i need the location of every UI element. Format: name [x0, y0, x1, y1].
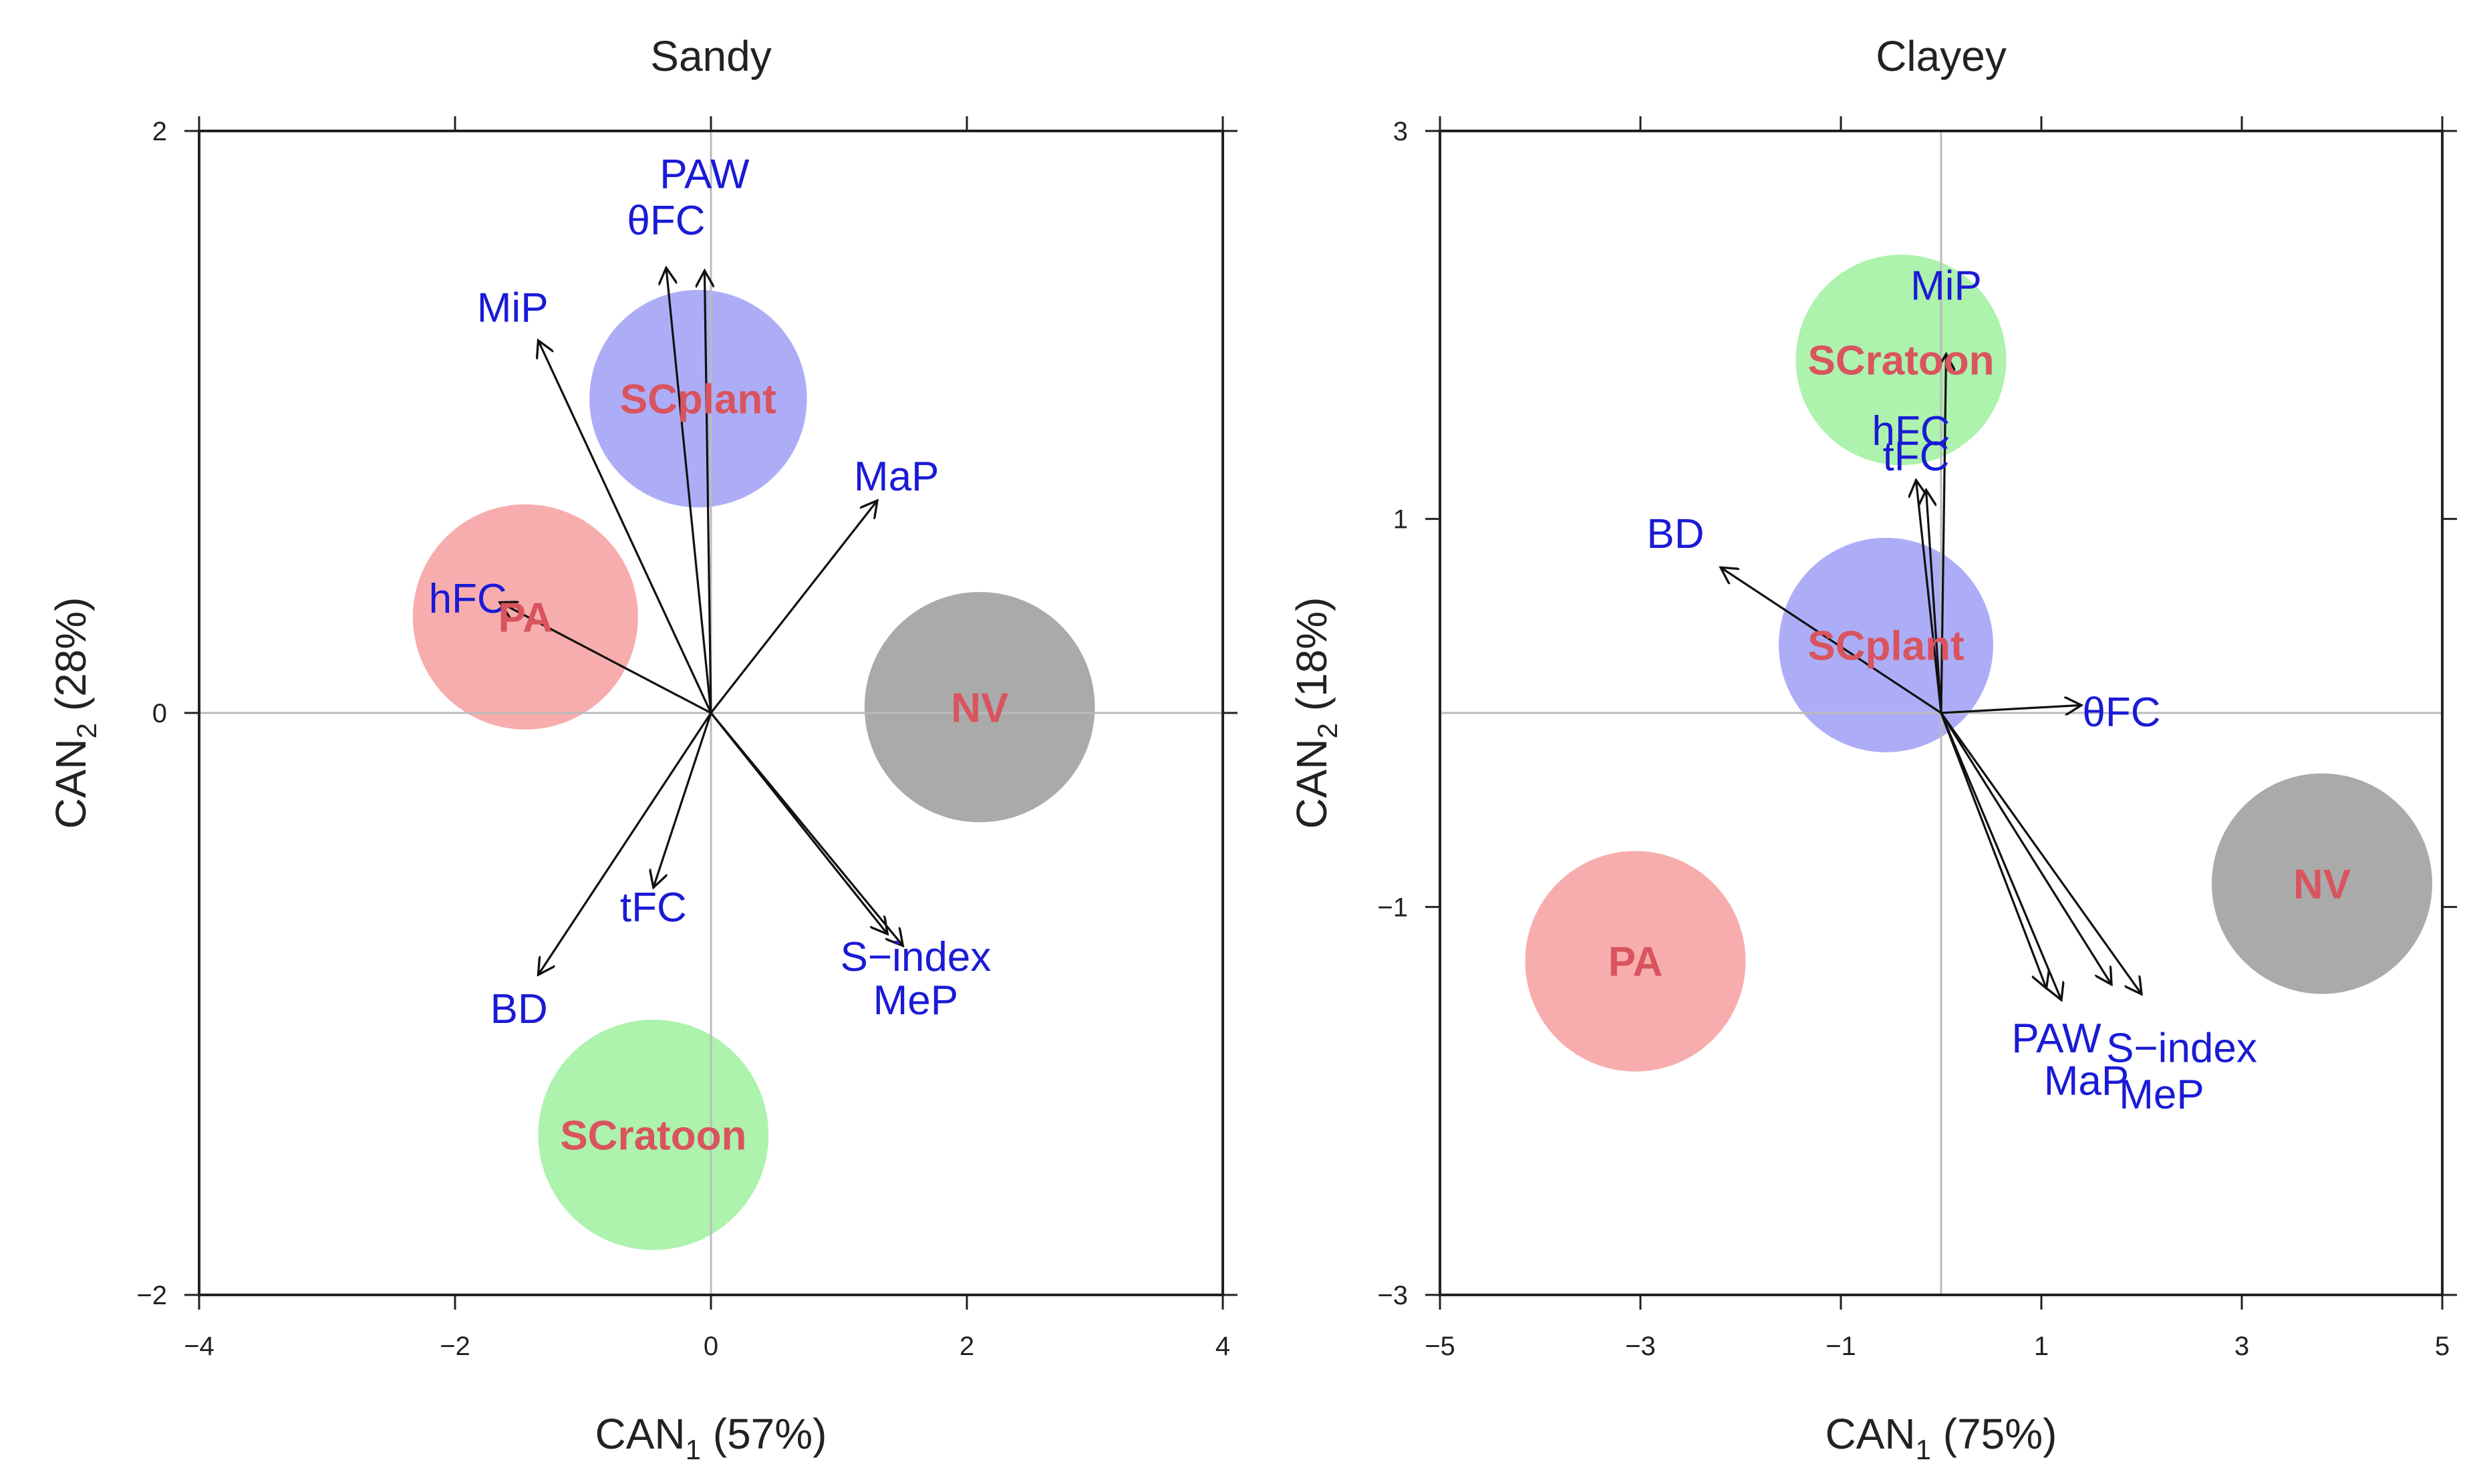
vector-label: PAW — [2011, 1016, 2101, 1062]
group-circle-scplant — [589, 289, 807, 508]
x-axis-label: CAN1 (57%) — [595, 1410, 827, 1465]
vector-arrow-sindex — [1940, 712, 2142, 994]
y-axis-label-pct: (28%) — [47, 597, 95, 724]
x-axis-label-pct: (75%) — [1931, 1410, 2057, 1458]
vector-arrow-mip — [1941, 354, 1946, 714]
vector-label: BD — [490, 986, 548, 1032]
x-tick-label: 4 — [1215, 1332, 1230, 1361]
vector-arrow-map — [710, 500, 877, 714]
group-label: SCplant — [1807, 623, 1964, 669]
x-axis-label: CAN1 (75%) — [1826, 1410, 2057, 1465]
x-tick-label: −3 — [1625, 1332, 1656, 1361]
x-tick-label: 0 — [704, 1332, 718, 1361]
x-tick-label: −4 — [184, 1332, 214, 1361]
group-label: SCratoon — [1808, 338, 1995, 384]
vector-label: θFC — [2082, 690, 2160, 736]
group-circle-nv — [864, 591, 1095, 823]
y-tick-label: 1 — [1393, 505, 1408, 535]
vector-arrow-mep — [710, 712, 887, 934]
vector-label: hFC — [429, 576, 507, 622]
group-label: PA — [1608, 939, 1663, 986]
panel-title: Sandy — [650, 32, 771, 80]
group-label: NV — [2293, 861, 2351, 907]
vector-label: S−index — [841, 934, 992, 980]
y-axis-label-main: CAN — [1288, 738, 1336, 829]
x-axis-label-main: CAN — [1826, 1410, 1916, 1458]
vector-arrow-tfc — [1926, 490, 1942, 714]
y-tick-label: 2 — [152, 117, 167, 146]
vector-arrow-bd — [1721, 567, 1942, 714]
vector-arrow-fc — [1940, 705, 2081, 713]
vector-arrow-bd — [538, 712, 712, 975]
vector-arrow-hfc — [1916, 480, 1942, 714]
vector-label: S−index — [2106, 1025, 2257, 1071]
x-axis-label-main: CAN — [595, 1410, 686, 1458]
group-circle-nv — [2212, 773, 2432, 994]
y-axis-label-sub: 2 — [1312, 723, 1343, 738]
group-label: SCratoon — [560, 1112, 746, 1159]
vector-label: BD — [1646, 511, 1704, 557]
vector-label: MaP — [854, 454, 939, 500]
y-tick-label: 0 — [152, 699, 167, 728]
vector-label: tFC — [1883, 434, 1950, 480]
y-axis-label-pct: (18%) — [1288, 597, 1336, 724]
x-tick-label: −2 — [440, 1332, 470, 1361]
y-tick-label: −3 — [1377, 1281, 1408, 1310]
y-tick-label: −1 — [1377, 893, 1408, 922]
x-tick-label: 3 — [2234, 1332, 2249, 1361]
group-label: SCplant — [620, 377, 776, 423]
vector-label: θFC — [627, 198, 705, 244]
x-tick-label: 1 — [2034, 1332, 2049, 1361]
x-tick-label: 2 — [960, 1332, 974, 1361]
group-circle-pa — [1525, 851, 1746, 1072]
vector-arrow-fc — [666, 268, 712, 714]
y-tick-label: 3 — [1393, 117, 1408, 146]
y-tick-label: −2 — [136, 1281, 167, 1310]
y-axis-label-sub: 2 — [71, 723, 102, 738]
vector-label: PAW — [660, 151, 750, 197]
vector-label: MeP — [873, 978, 958, 1024]
vector-arrow-mep — [1940, 712, 2112, 984]
vector-arrow-mip — [538, 341, 712, 714]
group-circle-scratoon — [1795, 255, 2007, 466]
x-tick-label: −5 — [1425, 1332, 1455, 1361]
group-label: PA — [498, 595, 553, 641]
x-axis-label-sub: 1 — [1916, 1434, 1931, 1465]
vector-arrow-tfc — [653, 712, 712, 887]
group-label: NV — [951, 685, 1008, 731]
x-axis-label-sub: 1 — [686, 1434, 701, 1465]
plot-frame — [1439, 130, 2444, 1296]
vector-arrow-paw — [704, 271, 711, 714]
vector-label: MaP — [2044, 1058, 2129, 1104]
vector-arrow-hfc — [500, 603, 712, 714]
y-axis-label: CAN2 (18%) — [1288, 597, 1343, 829]
vector-label: MeP — [2119, 1072, 2204, 1118]
vector-label: MiP — [477, 285, 549, 331]
panel-title: Clayey — [1876, 32, 2007, 80]
vector-label: tFC — [620, 885, 687, 931]
y-axis-label: CAN2 (28%) — [47, 597, 102, 829]
x-tick-label: −1 — [1826, 1332, 1856, 1361]
vector-arrow-paw — [1940, 712, 2061, 1000]
vector-label: MiP — [1910, 263, 1982, 309]
y-axis-label-main: CAN — [47, 738, 95, 829]
vector-arrow-map — [1940, 712, 2047, 988]
x-tick-label: 5 — [2435, 1332, 2450, 1361]
x-axis-label-pct: (57%) — [701, 1410, 827, 1458]
vector-label: hFC — [1872, 408, 1950, 454]
